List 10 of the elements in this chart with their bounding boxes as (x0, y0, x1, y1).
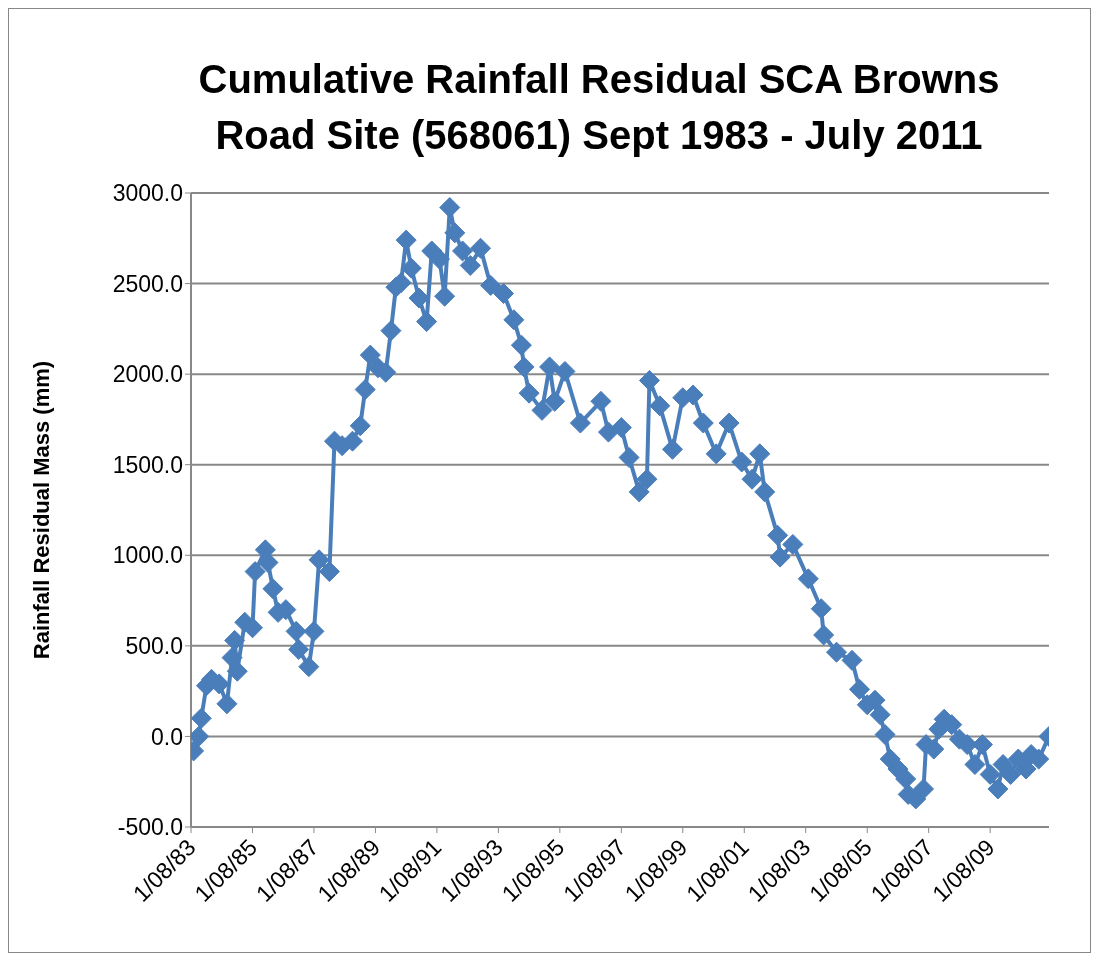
y-tick-label: 0.0 (151, 723, 183, 750)
y-tick-label: -500.0 (117, 814, 183, 841)
y-tick-label: 3000.0 (112, 180, 183, 207)
y-axis-title: Rainfall Residual Mass (mm) (28, 360, 54, 660)
chart-title: Cumulative Rainfall Residual SCA Browns Road Site (568061) Sept 1983 - July 2011 (197, 56, 1001, 159)
y-tick-label: 500.0 (125, 633, 183, 660)
y-tick-label: 1000.0 (112, 542, 183, 569)
y-tick-label: 2500.0 (112, 270, 183, 297)
y-tick-label: 2000.0 (112, 361, 183, 388)
y-tick-label: 1500.0 (112, 451, 183, 478)
